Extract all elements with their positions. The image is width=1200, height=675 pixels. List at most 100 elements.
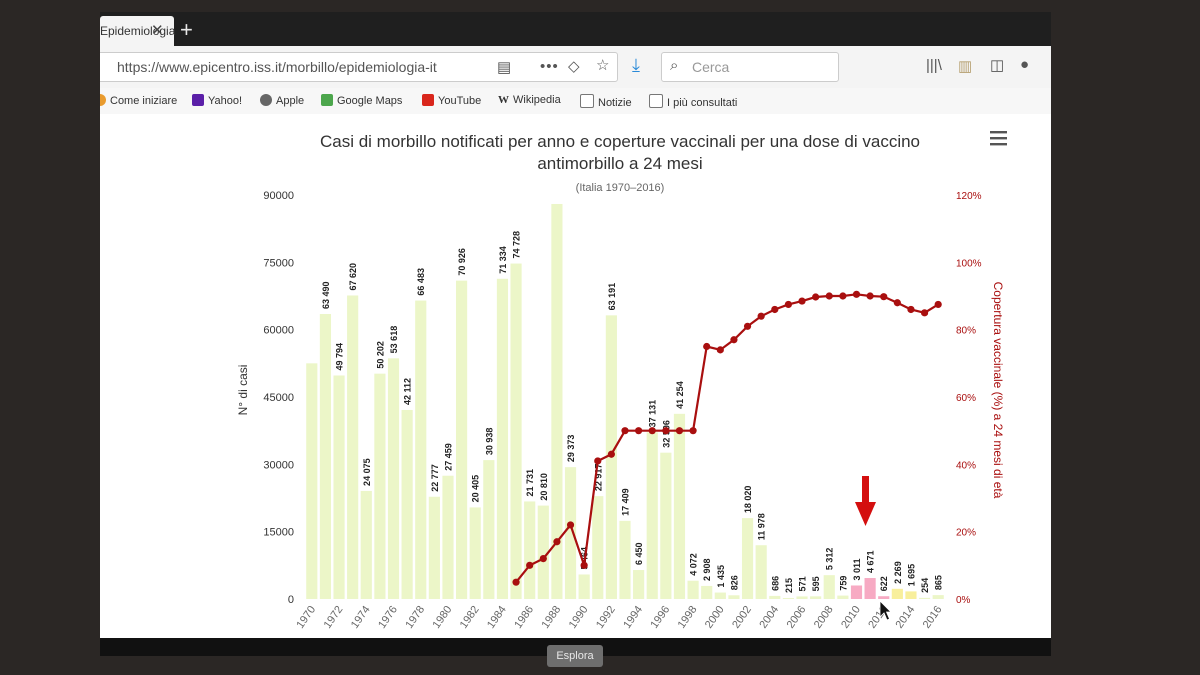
bar-1970[interactable] xyxy=(306,363,318,599)
bar-1974[interactable] xyxy=(360,490,372,599)
address-bar[interactable]: https://www.epicentro.iss.it/morbillo/ep… xyxy=(100,52,618,82)
search-box[interactable]: ⌕ Cerca xyxy=(661,52,839,82)
coverage-point-1992[interactable] xyxy=(607,450,615,458)
bar-1998[interactable] xyxy=(687,580,699,599)
bookmark-yahoo[interactable]: Yahoo! xyxy=(192,94,242,107)
bar-1990[interactable] xyxy=(578,574,590,599)
coverage-point-2000[interactable] xyxy=(716,346,724,354)
coverage-point-2015[interactable] xyxy=(920,309,929,317)
bar-2006[interactable] xyxy=(796,596,808,599)
reader-view-icon[interactable]: ▤ xyxy=(497,59,512,76)
bar-1977[interactable] xyxy=(401,409,413,599)
bar-2015[interactable] xyxy=(918,597,931,599)
coverage-point-2012[interactable] xyxy=(880,293,888,301)
coverage-point-2008[interactable] xyxy=(825,292,833,300)
bar-2012[interactable] xyxy=(878,596,890,599)
bar-1983[interactable] xyxy=(483,460,495,599)
explore-button[interactable]: Esplora xyxy=(547,645,603,667)
coverage-point-1993[interactable] xyxy=(621,427,629,435)
bar-1986[interactable] xyxy=(524,501,536,599)
bar-1989[interactable] xyxy=(564,467,577,599)
coverage-point-1985[interactable] xyxy=(512,578,520,586)
url-text[interactable]: https://www.epicentro.iss.it/morbillo/ep… xyxy=(117,59,437,75)
coverage-point-1989[interactable] xyxy=(566,521,575,529)
coverage-point-2006[interactable] xyxy=(798,297,806,305)
bookmark-piu-consultati[interactable]: I più consultati xyxy=(649,94,737,109)
bar-1994[interactable] xyxy=(633,570,645,599)
bar-2010[interactable] xyxy=(850,585,863,599)
bar-1985[interactable] xyxy=(510,263,522,599)
coverage-point-1991[interactable] xyxy=(594,457,602,465)
new-tab-button[interactable]: + xyxy=(180,17,193,42)
bar-2005[interactable] xyxy=(782,598,794,599)
chart-menu-icon[interactable] xyxy=(990,131,1007,146)
bar-2004[interactable] xyxy=(769,595,781,599)
bar-1996[interactable] xyxy=(660,452,672,599)
bar-2011[interactable] xyxy=(864,578,876,599)
close-tab-icon[interactable]: ✕ xyxy=(151,22,164,39)
coverage-point-2005[interactable] xyxy=(784,300,793,309)
bar-1972[interactable] xyxy=(333,375,345,599)
bookmark-star-icon[interactable]: ☆ xyxy=(596,57,610,74)
coverage-point-2001[interactable] xyxy=(730,336,738,344)
coverage-point-1990[interactable] xyxy=(580,561,588,569)
library-icon[interactable]: |||\ xyxy=(926,57,942,74)
coverage-point-1996[interactable] xyxy=(662,427,670,435)
bar-1987[interactable] xyxy=(537,505,549,599)
coverage-point-1995[interactable] xyxy=(648,427,656,435)
bar-1997[interactable] xyxy=(673,413,686,599)
bar-1984[interactable] xyxy=(496,278,509,599)
bar-1971[interactable] xyxy=(319,314,332,599)
bar-1980[interactable] xyxy=(442,475,454,599)
coverage-point-2011[interactable] xyxy=(866,292,874,300)
bar-2001[interactable] xyxy=(728,595,740,599)
download-icon[interactable]: ⤓ xyxy=(632,55,640,75)
bar-1991[interactable] xyxy=(592,496,604,599)
bar-2002[interactable] xyxy=(741,518,754,599)
bar-1982[interactable] xyxy=(469,507,481,599)
bar-2014[interactable] xyxy=(905,591,917,599)
coverage-point-2010[interactable] xyxy=(852,290,861,298)
bar-2009[interactable] xyxy=(837,595,849,599)
coverage-point-2013[interactable] xyxy=(893,299,901,307)
bar-1993[interactable] xyxy=(619,520,631,599)
bookmark-wikipedia[interactable]: W Wikipedia xyxy=(498,94,561,106)
bookmark-notizie[interactable]: Notizie xyxy=(580,94,632,109)
coverage-point-1997[interactable] xyxy=(675,427,684,435)
coverage-point-2007[interactable] xyxy=(812,293,820,301)
bar-2000[interactable] xyxy=(714,592,726,599)
tab-epidemiologia[interactable]: Epidemiologia ✕ xyxy=(100,16,175,46)
coverage-point-2003[interactable] xyxy=(757,312,765,320)
bar-2003[interactable] xyxy=(755,545,767,599)
bar-1978[interactable] xyxy=(415,300,427,599)
pocket-icon[interactable]: ◇ xyxy=(568,58,580,75)
coverage-point-1988[interactable] xyxy=(553,538,561,546)
bar-2013[interactable] xyxy=(891,588,903,599)
bookmark-come-iniziare[interactable]: Come iniziare xyxy=(100,94,177,107)
page-actions-icon[interactable]: ••• xyxy=(540,58,559,75)
bar-1975[interactable] xyxy=(374,373,386,599)
bar-2008[interactable] xyxy=(823,575,835,599)
bookmarks-toolbar-icon[interactable]: ▥ xyxy=(958,58,973,75)
bookmark-apple[interactable]: Apple xyxy=(260,94,304,107)
coverage-point-2004[interactable] xyxy=(771,305,779,314)
coverage-point-1994[interactable] xyxy=(635,427,643,435)
bar-1988[interactable] xyxy=(551,203,563,599)
coverage-point-2016[interactable] xyxy=(934,300,942,309)
extension-icon[interactable]: ● xyxy=(1020,56,1030,73)
bar-1981[interactable] xyxy=(456,280,468,599)
coverage-point-1998[interactable] xyxy=(689,427,697,435)
bar-2007[interactable] xyxy=(810,596,822,599)
bar-1976[interactable] xyxy=(387,358,400,599)
bar-2016[interactable] xyxy=(932,595,944,599)
sidebar-icon[interactable]: ◫ xyxy=(990,57,1005,74)
bar-1979[interactable] xyxy=(428,496,440,599)
bar-1995[interactable] xyxy=(646,432,658,599)
coverage-point-1999[interactable] xyxy=(703,342,711,351)
coverage-point-2002[interactable] xyxy=(743,322,752,330)
coverage-point-1986[interactable] xyxy=(526,561,534,569)
bar-1973[interactable] xyxy=(347,295,359,599)
bookmark-youtube[interactable]: YouTube xyxy=(422,94,481,107)
coverage-point-1987[interactable] xyxy=(539,555,547,563)
coverage-point-2009[interactable] xyxy=(839,292,847,300)
